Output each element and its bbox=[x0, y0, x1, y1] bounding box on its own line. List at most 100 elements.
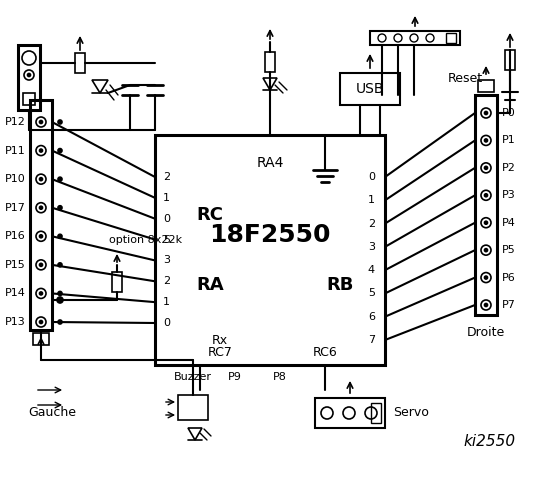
Circle shape bbox=[481, 218, 491, 228]
Circle shape bbox=[39, 264, 43, 266]
Bar bbox=[315, 398, 385, 428]
Text: P4: P4 bbox=[502, 218, 516, 228]
Circle shape bbox=[36, 203, 46, 213]
Polygon shape bbox=[188, 428, 202, 440]
Text: P8: P8 bbox=[273, 372, 287, 382]
Circle shape bbox=[484, 194, 488, 197]
Text: RB: RB bbox=[326, 276, 354, 294]
Circle shape bbox=[39, 321, 43, 324]
Circle shape bbox=[481, 300, 491, 310]
Circle shape bbox=[321, 407, 333, 419]
Text: 0: 0 bbox=[368, 172, 375, 182]
Circle shape bbox=[484, 221, 488, 224]
Circle shape bbox=[36, 117, 46, 127]
Text: P2: P2 bbox=[502, 163, 516, 173]
Circle shape bbox=[36, 174, 46, 184]
Polygon shape bbox=[92, 80, 108, 93]
Text: RA4: RA4 bbox=[256, 156, 284, 170]
Text: Gauche: Gauche bbox=[28, 406, 76, 419]
Circle shape bbox=[36, 317, 46, 327]
Circle shape bbox=[484, 249, 488, 252]
Bar bbox=[30, 100, 52, 330]
Circle shape bbox=[481, 135, 491, 145]
Circle shape bbox=[58, 206, 62, 210]
Circle shape bbox=[481, 245, 491, 255]
Circle shape bbox=[481, 273, 491, 283]
Circle shape bbox=[39, 178, 43, 180]
Circle shape bbox=[410, 34, 418, 42]
Text: 3: 3 bbox=[368, 242, 375, 252]
Text: P1: P1 bbox=[502, 135, 516, 145]
Circle shape bbox=[426, 34, 434, 42]
Circle shape bbox=[484, 111, 488, 115]
Text: 18F2550: 18F2550 bbox=[209, 223, 331, 247]
Circle shape bbox=[39, 235, 43, 238]
Bar bbox=[23, 93, 35, 105]
Polygon shape bbox=[263, 78, 277, 90]
Text: P9: P9 bbox=[228, 372, 242, 382]
Text: P6: P6 bbox=[502, 273, 516, 283]
Text: P12: P12 bbox=[5, 117, 26, 127]
Circle shape bbox=[378, 34, 386, 42]
Circle shape bbox=[57, 297, 63, 303]
Text: Servo: Servo bbox=[393, 407, 429, 420]
Circle shape bbox=[365, 407, 377, 419]
Bar bbox=[371, 403, 381, 423]
Circle shape bbox=[36, 145, 46, 156]
Circle shape bbox=[58, 234, 62, 238]
Circle shape bbox=[343, 407, 355, 419]
Text: Droite: Droite bbox=[467, 326, 505, 339]
Circle shape bbox=[481, 163, 491, 173]
Circle shape bbox=[39, 206, 43, 209]
Text: RC6: RC6 bbox=[312, 347, 337, 360]
Text: RC7: RC7 bbox=[207, 347, 232, 360]
Text: P14: P14 bbox=[5, 288, 26, 299]
Text: 3: 3 bbox=[163, 255, 170, 265]
Text: 0: 0 bbox=[163, 214, 170, 224]
Text: 1: 1 bbox=[368, 195, 375, 205]
Bar bbox=[340, 73, 400, 105]
Circle shape bbox=[484, 303, 488, 307]
Text: option 8x22k: option 8x22k bbox=[109, 235, 182, 245]
Circle shape bbox=[58, 120, 62, 124]
Text: P13: P13 bbox=[5, 317, 26, 327]
Circle shape bbox=[58, 177, 62, 181]
Circle shape bbox=[481, 108, 491, 118]
Text: Reset: Reset bbox=[447, 72, 483, 84]
Text: Buzzer: Buzzer bbox=[174, 372, 212, 382]
Bar bbox=[33, 333, 49, 345]
Text: P17: P17 bbox=[5, 203, 26, 213]
Text: 7: 7 bbox=[368, 335, 375, 345]
Text: 1: 1 bbox=[163, 193, 170, 203]
Text: P7: P7 bbox=[502, 300, 516, 310]
Circle shape bbox=[484, 276, 488, 279]
Bar bbox=[475, 95, 497, 315]
Text: USB: USB bbox=[356, 82, 384, 96]
Circle shape bbox=[481, 190, 491, 200]
Text: 0: 0 bbox=[163, 318, 170, 328]
Circle shape bbox=[484, 139, 488, 142]
Circle shape bbox=[58, 263, 62, 267]
Circle shape bbox=[39, 120, 43, 123]
Text: 4: 4 bbox=[368, 265, 375, 275]
Text: P3: P3 bbox=[502, 190, 516, 200]
Text: P10: P10 bbox=[5, 174, 26, 184]
Bar bbox=[478, 80, 494, 92]
Text: 1: 1 bbox=[163, 297, 170, 307]
Circle shape bbox=[36, 260, 46, 270]
Bar bbox=[370, 31, 460, 45]
Circle shape bbox=[58, 149, 62, 153]
Circle shape bbox=[58, 320, 62, 324]
Text: P0: P0 bbox=[502, 108, 516, 118]
Circle shape bbox=[24, 70, 34, 80]
Text: 5: 5 bbox=[163, 235, 170, 245]
Bar bbox=[75, 53, 85, 73]
Text: ki2550: ki2550 bbox=[464, 434, 516, 449]
Bar bbox=[265, 52, 275, 72]
Circle shape bbox=[58, 291, 62, 295]
Bar bbox=[178, 395, 208, 420]
Bar bbox=[18, 45, 40, 110]
Text: 2: 2 bbox=[163, 276, 170, 286]
Text: 5: 5 bbox=[368, 288, 375, 299]
Circle shape bbox=[484, 167, 488, 169]
